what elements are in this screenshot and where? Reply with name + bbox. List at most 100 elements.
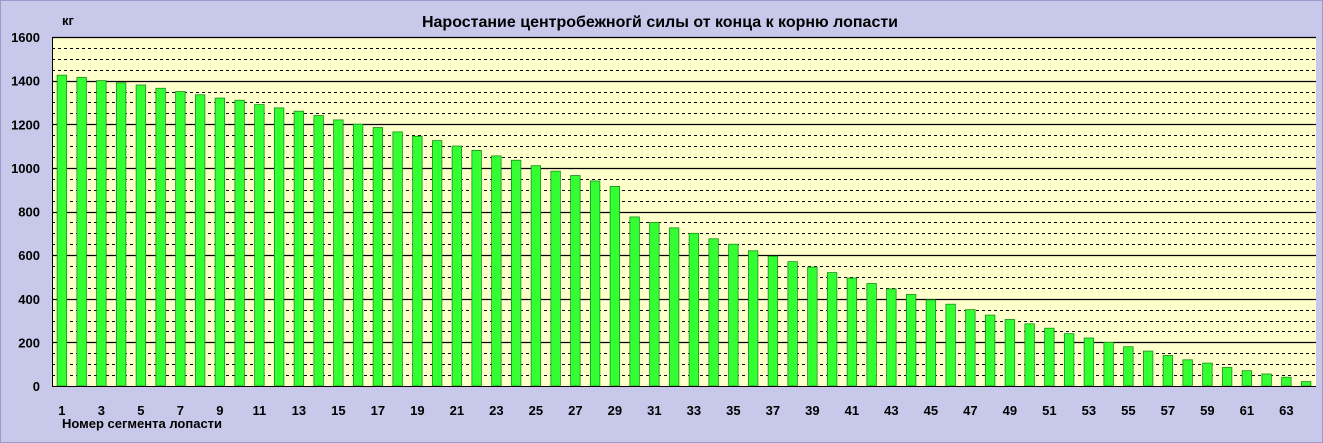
bar bbox=[1123, 346, 1134, 387]
x-tick-label: 7 bbox=[177, 403, 184, 418]
x-tick-label: 3 bbox=[98, 403, 105, 418]
bar bbox=[886, 288, 897, 387]
bar bbox=[175, 91, 186, 387]
bar bbox=[471, 150, 482, 387]
bar bbox=[767, 255, 779, 387]
bar bbox=[431, 140, 443, 387]
x-tick-label: 51 bbox=[1042, 403, 1056, 418]
bar bbox=[1241, 370, 1253, 387]
x-tick-label: 53 bbox=[1082, 403, 1096, 418]
bar bbox=[965, 309, 976, 387]
x-tick-label: 43 bbox=[884, 403, 898, 418]
x-tick-label: 23 bbox=[489, 403, 503, 418]
bar bbox=[1261, 373, 1272, 387]
bar bbox=[708, 238, 719, 387]
bar bbox=[1024, 323, 1035, 387]
bar bbox=[589, 180, 601, 387]
bar bbox=[609, 186, 621, 387]
bar bbox=[1142, 350, 1154, 387]
x-tick-label: 1 bbox=[58, 403, 65, 418]
bar bbox=[846, 277, 858, 387]
y-tick-label: 400 bbox=[18, 292, 40, 307]
bar bbox=[293, 110, 305, 387]
bar bbox=[1182, 359, 1193, 387]
bar bbox=[1063, 333, 1075, 387]
bar bbox=[945, 303, 956, 387]
x-tick-label: 9 bbox=[216, 403, 223, 418]
y-tick-label: 200 bbox=[18, 335, 40, 350]
x-tick-label: 37 bbox=[766, 403, 780, 418]
bar bbox=[984, 314, 996, 387]
x-tick-label: 45 bbox=[924, 403, 938, 418]
x-tick-label: 39 bbox=[805, 403, 819, 418]
bar bbox=[925, 299, 937, 387]
bar bbox=[570, 175, 581, 387]
x-tick-label: 47 bbox=[963, 403, 977, 418]
bar bbox=[313, 115, 324, 387]
bar bbox=[668, 227, 680, 387]
x-tick-label: 33 bbox=[687, 403, 701, 418]
x-tick-label: 5 bbox=[137, 403, 144, 418]
bar bbox=[76, 76, 87, 387]
bar bbox=[1004, 319, 1016, 387]
bar bbox=[649, 222, 660, 387]
x-tick-label: 11 bbox=[253, 403, 267, 418]
bar bbox=[807, 266, 818, 387]
bar bbox=[96, 80, 107, 387]
bar bbox=[333, 119, 344, 387]
bar bbox=[728, 243, 739, 387]
bar bbox=[1221, 367, 1233, 387]
bar bbox=[412, 135, 423, 387]
bar bbox=[550, 170, 561, 387]
bar bbox=[826, 272, 838, 387]
bar bbox=[214, 97, 226, 387]
bar bbox=[530, 165, 542, 387]
y-tick-label: 1000 bbox=[11, 161, 40, 176]
bar bbox=[688, 232, 700, 387]
bar bbox=[1162, 355, 1174, 387]
x-tick-label: 13 bbox=[292, 403, 306, 418]
bar bbox=[1300, 381, 1312, 387]
bar bbox=[392, 131, 403, 387]
x-tick-label: 15 bbox=[331, 403, 345, 418]
bar bbox=[1281, 376, 1292, 387]
x-tick-label: 19 bbox=[410, 403, 424, 418]
bar bbox=[905, 293, 917, 387]
x-tick-label: 29 bbox=[608, 403, 622, 418]
x-tick-label: 61 bbox=[1240, 403, 1254, 418]
bar bbox=[510, 159, 522, 387]
x-tick-label: 31 bbox=[647, 403, 661, 418]
x-tick-label: 17 bbox=[371, 403, 385, 418]
bar bbox=[1044, 327, 1055, 387]
x-tick-label: 35 bbox=[726, 403, 740, 418]
bar bbox=[787, 261, 798, 387]
x-tick-label: 27 bbox=[568, 403, 582, 418]
bar bbox=[1202, 362, 1213, 387]
bar bbox=[866, 283, 877, 387]
y-tick-label: 1400 bbox=[11, 74, 40, 89]
bar bbox=[56, 74, 68, 387]
y-axis-unit-label: кг bbox=[62, 13, 75, 28]
x-tick-label: 49 bbox=[1003, 403, 1017, 418]
bar bbox=[254, 104, 265, 387]
x-tick-label: 21 bbox=[450, 403, 464, 418]
x-tick-label: 63 bbox=[1279, 403, 1293, 418]
x-tick-label: 41 bbox=[845, 403, 859, 418]
y-tick-label: 600 bbox=[18, 248, 40, 263]
bar bbox=[115, 82, 127, 387]
bar bbox=[491, 155, 502, 387]
y-tick-label: 1200 bbox=[11, 117, 40, 132]
y-tick-label: 800 bbox=[18, 205, 40, 220]
x-tick-label: 55 bbox=[1121, 403, 1135, 418]
x-tick-label: 57 bbox=[1161, 403, 1175, 418]
x-axis-label: Номер сегмента лопасти bbox=[62, 416, 222, 431]
bar bbox=[194, 94, 206, 387]
bar bbox=[234, 99, 245, 387]
bar bbox=[155, 87, 166, 387]
y-tick-label: 0 bbox=[33, 379, 40, 394]
bar bbox=[1083, 337, 1095, 387]
bar bbox=[135, 84, 147, 387]
bar bbox=[747, 250, 759, 387]
